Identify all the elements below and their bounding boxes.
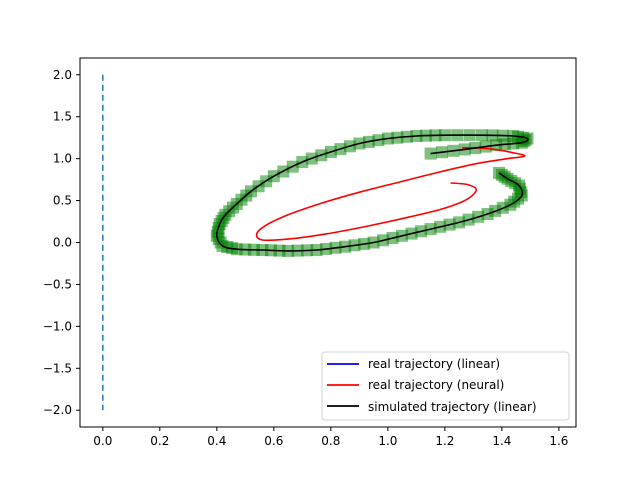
x-tick-label: 0.2 [150,434,169,448]
x-axis: 0.0 0.2 0.4 0.6 0.8 1.0 1.2 1.4 1.6 [93,427,568,448]
x-tick-label: 0.0 [93,434,112,448]
x-tick-label: 1.2 [435,434,454,448]
y-tick-label: 2.0 [53,68,72,82]
y-axis: 2.0 1.5 1.0 0.5 0.0 −0.5 −1.0 −1.5 −2.0 [43,68,80,417]
y-tick-label: 0.5 [53,194,72,208]
x-tick-label: 1.0 [378,434,397,448]
legend-label-0: real trajectory (linear) [368,357,500,371]
y-tick-label: 0.0 [53,236,72,250]
series-line-1 [255,146,526,242]
y-tick-label: 1.0 [53,152,72,166]
series-line-2 [215,134,529,252]
legend: real trajectory (linear) real trajectory… [321,351,570,421]
x-tick-label: 1.6 [549,434,568,448]
x-tick-label: 0.4 [207,434,226,448]
y-tick-label: 1.5 [53,110,72,124]
legend-label-2: simulated trajectory (linear) [368,400,537,414]
y-tick-label: −0.5 [43,277,72,291]
x-tick-label: 0.8 [321,434,340,448]
x-tick-label: 0.6 [264,434,283,448]
y-tick-label: −1.0 [43,319,72,333]
y-tick-label: −1.5 [43,361,72,375]
x-tick-label: 1.4 [492,434,511,448]
y-tick-label: −2.0 [43,403,72,417]
plot-area [102,74,534,411]
legend-label-1: real trajectory (neural) [368,378,504,392]
legend-box [321,351,570,421]
